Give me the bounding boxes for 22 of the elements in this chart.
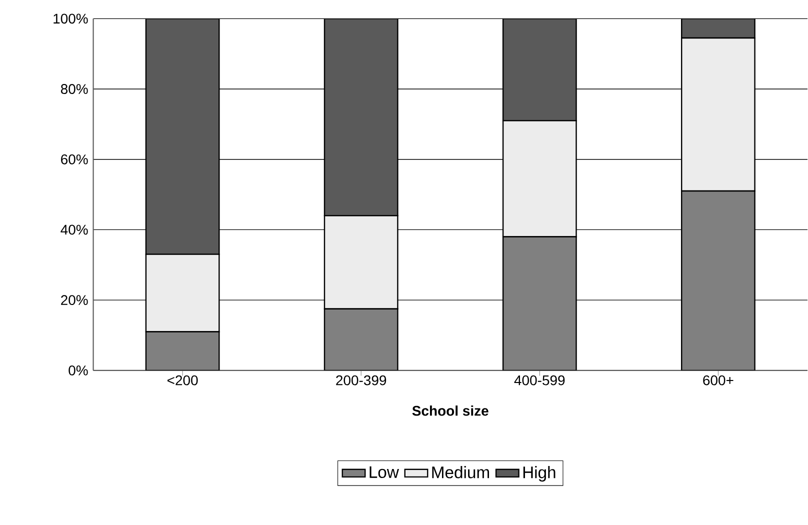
y-tick-label: 20% <box>61 295 88 306</box>
legend-label: Medium <box>432 466 489 478</box>
bar <box>324 308 398 370</box>
x-tick-label: 600+ <box>703 375 734 386</box>
bar <box>681 18 756 39</box>
y-tick-label: 100% <box>54 14 88 24</box>
bar <box>145 18 220 255</box>
x-tick-label: <200 <box>167 375 198 386</box>
y-tick-label: 60% <box>61 154 88 164</box>
legend-label: Low <box>370 466 399 478</box>
bar <box>145 331 220 370</box>
bar <box>681 190 756 370</box>
x-tick-label: 200-399 <box>336 375 386 386</box>
x-axis-title: School size <box>412 406 488 416</box>
bar <box>324 18 398 216</box>
bar <box>502 18 577 122</box>
legend-label: High <box>523 466 556 482</box>
y-tick-label: 40% <box>60 224 88 235</box>
bar <box>502 236 577 370</box>
y-tick-label: 0% <box>68 365 88 376</box>
x-tick-label: 400-599 <box>514 375 565 386</box>
y-tick-label: 80% <box>60 84 88 94</box>
